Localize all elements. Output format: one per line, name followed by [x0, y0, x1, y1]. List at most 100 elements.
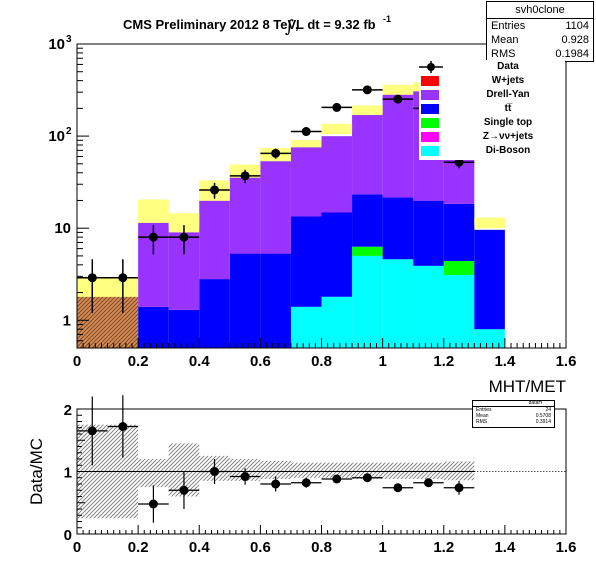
legend-label: Z→νν+jets — [482, 131, 534, 142]
ratio-plot: 0 0.2 0.4 0.6 0.8 1 1.2 1.4 1.6 0 1 2 Data/MC — [27, 395, 576, 556]
bar-drell-yan — [199, 200, 230, 280]
stats-value: 0.1984 — [555, 48, 589, 60]
uncertainty-band-top — [138, 199, 169, 219]
ratio-point — [118, 422, 128, 431]
stats-value: 1104 — [565, 20, 589, 32]
ratio-uncertainty-band — [382, 462, 414, 479]
y-tick-label: 10 — [54, 220, 71, 237]
stats-title: dataH — [473, 401, 554, 407]
ratio-y-axis-label: Data/MC — [27, 438, 46, 505]
bar-tt- — [474, 229, 505, 330]
bar-tt- — [352, 194, 383, 247]
bar-single-top — [352, 246, 383, 256]
data-point — [301, 127, 311, 137]
ratio-x-tick-label: 0 — [73, 539, 81, 556]
ratio-uncertainty-band — [138, 459, 169, 488]
x-tick-label: 1.4 — [494, 353, 516, 370]
integral-symbol: ∫ — [285, 17, 294, 37]
ratio-x-tick-label: 0.4 — [189, 539, 211, 556]
ratio-point — [179, 485, 189, 495]
ratio-x-tick-label: 1.4 — [494, 539, 516, 556]
bar-di-boson — [321, 296, 353, 348]
bar-tt- — [138, 306, 169, 348]
ratio-y-tick-label: 2 — [64, 402, 72, 419]
stats-row-entries: Entries 24 — [473, 407, 554, 413]
legend-entry-drellyan: Drell-Yan — [419, 88, 565, 102]
ratio-y-tick-label: 0 — [64, 527, 72, 544]
legend-entry-diboson: Di-Boson — [419, 144, 565, 158]
data-marker-icon — [419, 61, 443, 73]
bar-di-boson — [352, 255, 383, 348]
legend-swatch — [421, 90, 439, 100]
ratio-x-tick-label: 1.2 — [433, 539, 454, 556]
stats-label: RMS — [491, 48, 516, 60]
ratio-point — [148, 499, 158, 509]
ratio-point — [210, 467, 220, 476]
title-text: CMS Preliminary 2012 8 TeV, — [123, 17, 299, 32]
legend-entry-ttbar: tt̅ — [419, 102, 565, 116]
bar-di-boson — [382, 259, 414, 348]
stats-value: 24 — [545, 407, 551, 413]
y-tick-label: 10 — [48, 36, 65, 53]
data-point — [118, 273, 128, 283]
ratio-x-tick-label: 0.8 — [311, 539, 332, 556]
bar-tt- — [260, 253, 291, 348]
stats-row-mean: Mean 0.928 — [487, 33, 593, 47]
legend-entry-singletop: Single top — [419, 116, 565, 130]
ratio-point — [454, 483, 464, 493]
bar-di-boson — [443, 275, 475, 348]
ratio-point — [423, 478, 433, 488]
ratio-point — [301, 478, 311, 488]
data-point — [393, 94, 403, 104]
ratio-x-tick-label: 0.2 — [128, 539, 149, 556]
stats-box-ratio: dataH Entries 24 Mean 0.5708 RMS 0.3914 — [472, 400, 555, 428]
legend: Data W+jets Drell-Yan tt̅ Single top Z→ν… — [419, 60, 565, 160]
y-tick-exponent: 2 — [66, 126, 72, 137]
bar-di-boson — [474, 329, 505, 348]
data-point — [179, 232, 189, 242]
legend-swatch — [421, 104, 439, 114]
legend-swatch — [421, 132, 439, 142]
bar-tt- — [321, 212, 353, 297]
stats-label: Entries — [491, 20, 526, 32]
x-tick-label: 1.2 — [433, 353, 454, 370]
uncertainty-band-top — [290, 140, 322, 146]
stats-label: Entries — [476, 407, 492, 413]
x-tick-label: 0.8 — [311, 353, 332, 370]
data-point — [271, 148, 281, 158]
stats-row-entries: Entries 1104 — [487, 19, 593, 33]
ratio-uncertainty-band — [443, 461, 475, 481]
stats-value: 0.5708 — [535, 413, 551, 419]
legend-label: Drell-Yan — [486, 89, 530, 100]
ratio-point — [393, 483, 403, 493]
stats-label: Mean — [491, 34, 519, 46]
bar-drell-yan — [321, 136, 353, 213]
stats-row-rms: RMS 0.1984 — [487, 47, 593, 61]
stats-label: Mean — [476, 413, 489, 419]
ratio-uncertainty-band — [413, 462, 444, 479]
legend-swatch — [421, 76, 439, 86]
ratio-x-tick-label: 1 — [378, 539, 386, 556]
x-tick-label: 0.6 — [250, 353, 271, 370]
ratio-point — [240, 472, 250, 481]
y-tick-label: 1 — [63, 312, 71, 329]
bar-di-boson — [413, 265, 444, 348]
legend-label: tt̅ — [504, 103, 512, 114]
lumi-text: L dt = 9.32 fb — [296, 17, 376, 32]
legend-entry-data: Data — [419, 60, 565, 74]
stats-value: 0.3914 — [535, 419, 551, 425]
data-point — [362, 85, 372, 95]
stats-title: svh0clone — [487, 2, 593, 19]
uncertainty-band-top — [352, 105, 383, 113]
bar-drell-yan — [290, 147, 322, 217]
ratio-y-tick-label: 1 — [64, 465, 72, 482]
legend-label: Di-Boson — [485, 145, 531, 156]
bar-drell-yan — [260, 161, 291, 254]
bar-drell-yan — [382, 94, 414, 198]
uncertainty-band-top — [474, 217, 505, 225]
ratio-uncertainty-band — [321, 462, 353, 478]
bar-single-top — [443, 261, 475, 276]
legend-entry-znunu: Z→νν+jets — [419, 130, 565, 144]
x-tick-label: 0 — [73, 353, 81, 370]
bar-di-boson — [290, 306, 322, 348]
